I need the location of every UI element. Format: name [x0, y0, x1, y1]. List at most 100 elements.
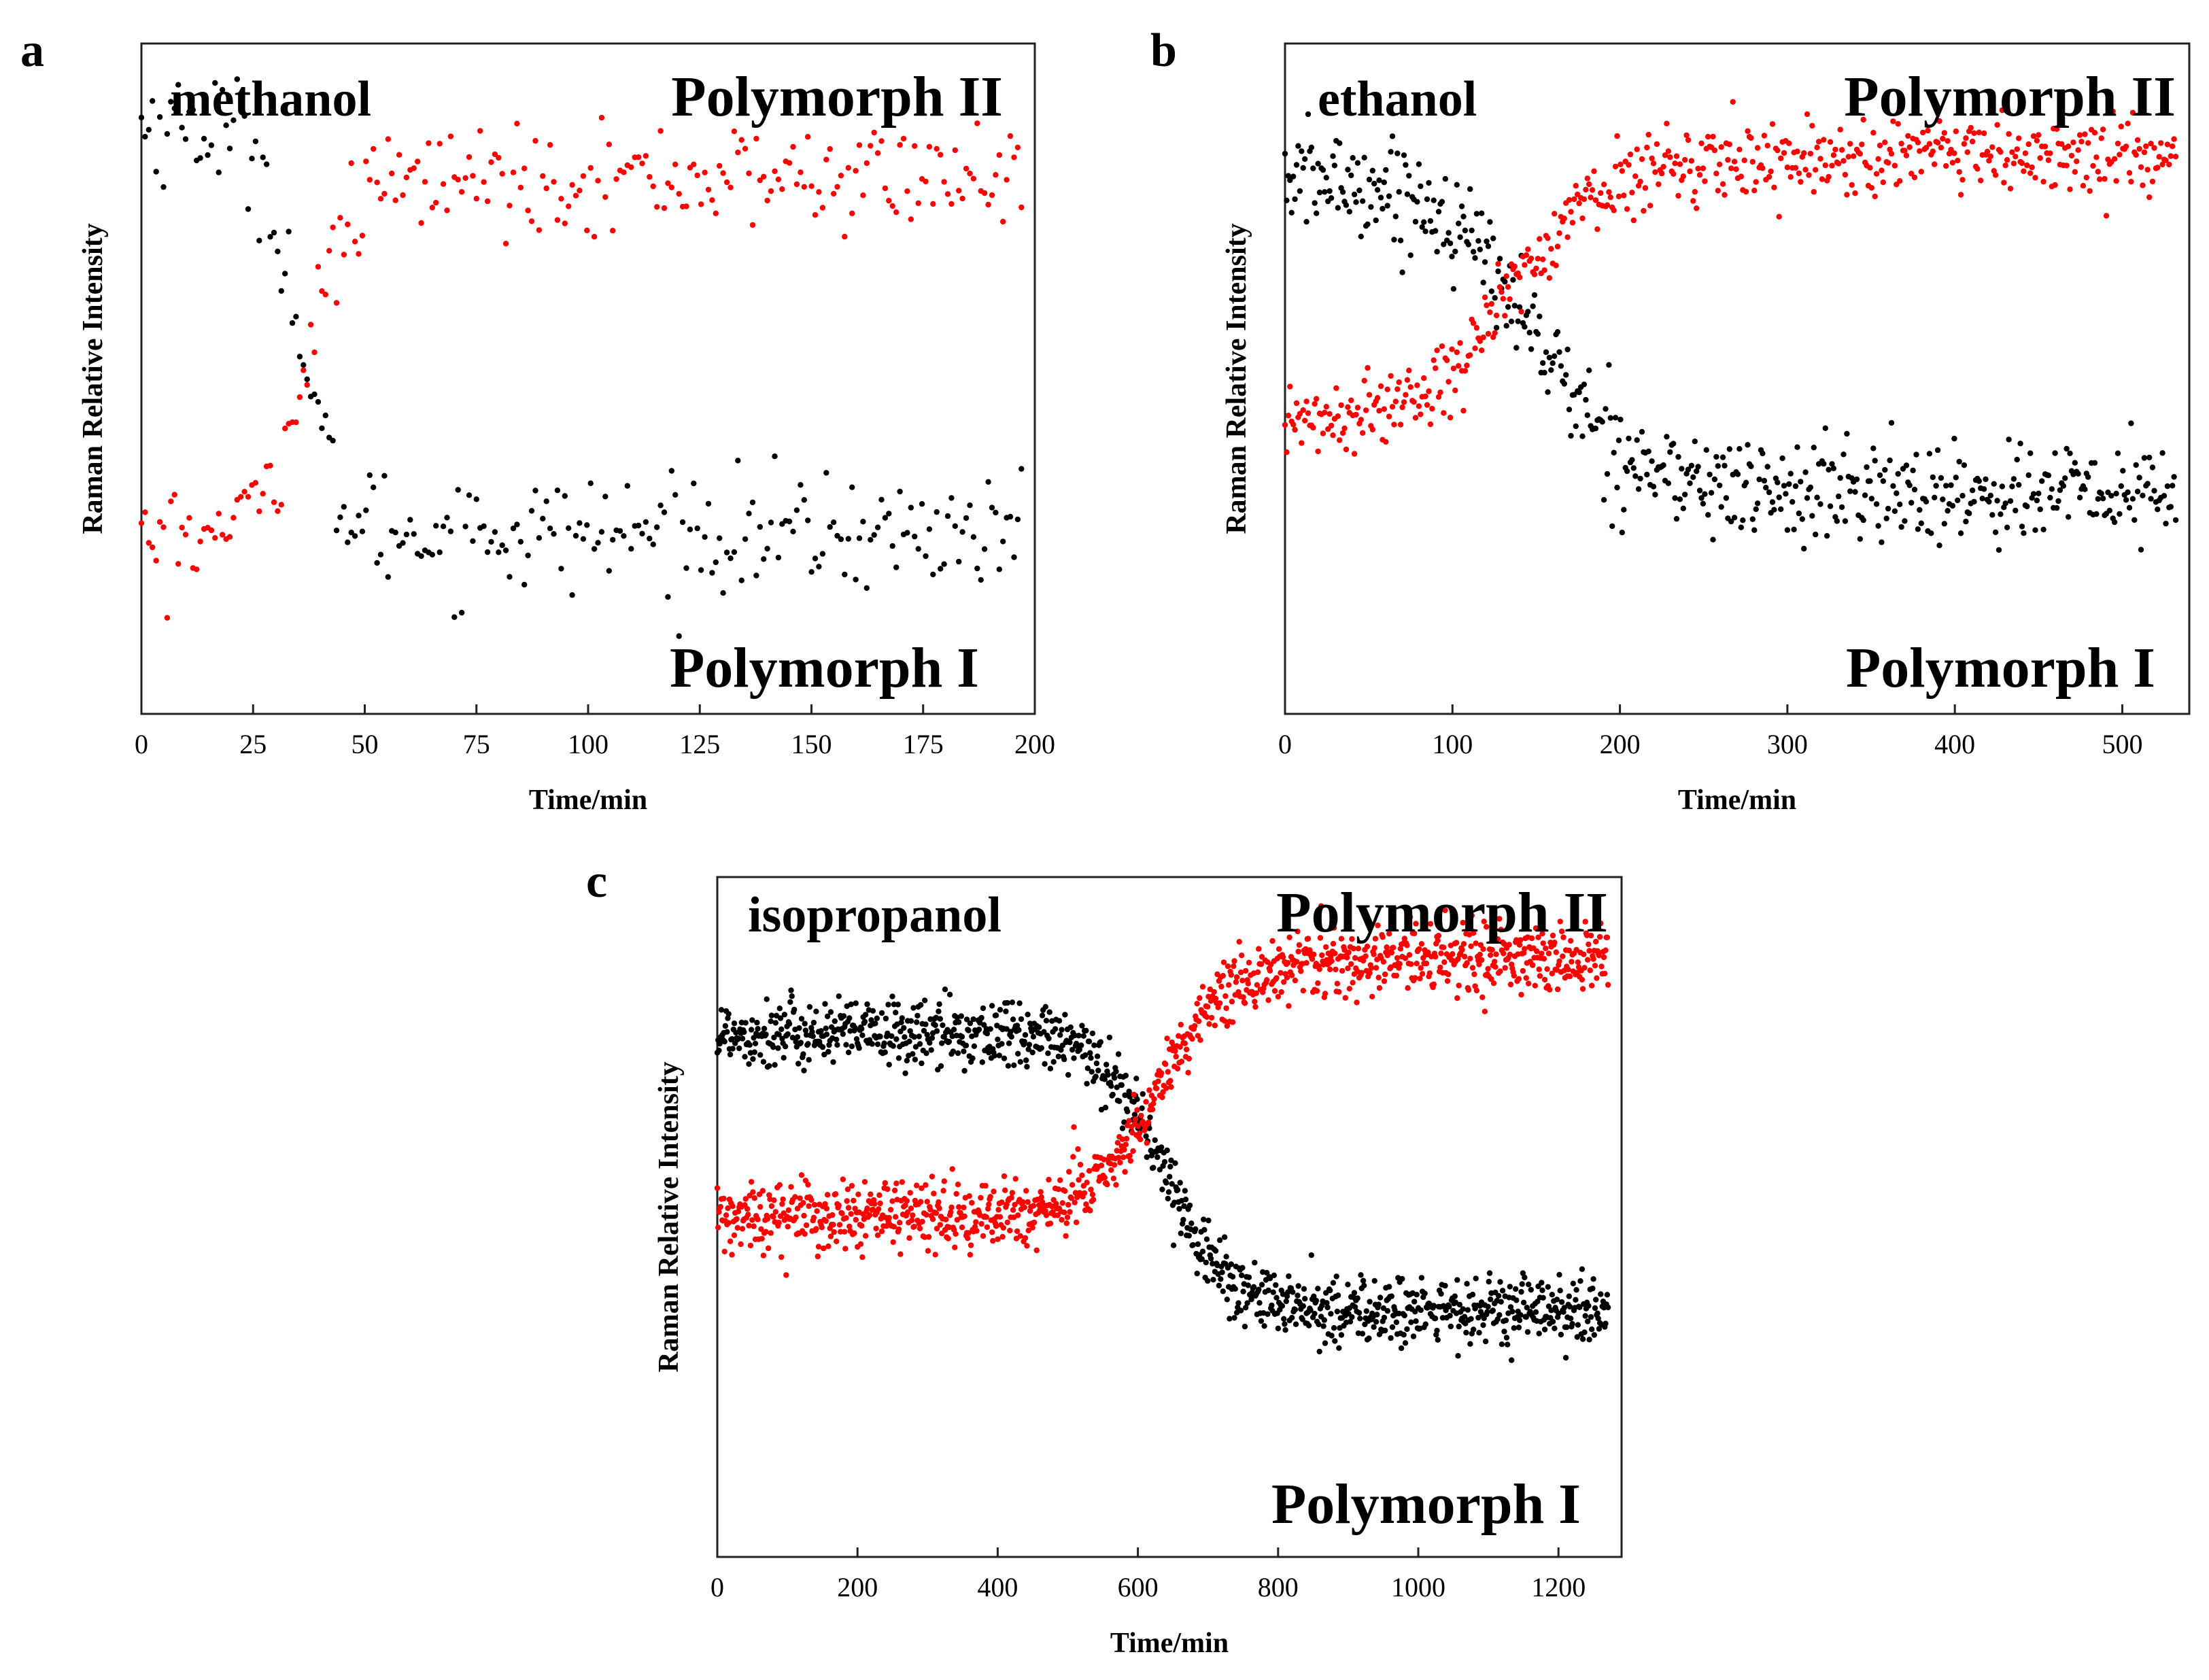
data-point: [1290, 422, 1297, 428]
data-point: [1414, 1292, 1420, 1298]
data-point: [2037, 155, 2043, 161]
data-point: [1094, 1053, 1101, 1059]
data-point: [1021, 1204, 1028, 1211]
data-point: [1457, 340, 1463, 346]
data-point: [1296, 942, 1303, 948]
data-point: [2111, 156, 2118, 162]
data-point: [1275, 1325, 1282, 1332]
data-point: [1314, 396, 1320, 402]
data-point: [1009, 1190, 1016, 1196]
data-point: [1303, 219, 1309, 225]
data-point: [1480, 335, 1486, 341]
data-point: [1282, 422, 1288, 428]
data-point: [1910, 467, 1916, 474]
data-point: [1152, 1137, 1158, 1144]
data-point: [2032, 527, 2038, 533]
data-point: [844, 1198, 850, 1204]
data-point: [1543, 945, 1549, 952]
data-point: [256, 508, 262, 515]
data-point: [1435, 933, 1442, 939]
data-point: [923, 1182, 929, 1188]
data-point: [543, 498, 549, 504]
data-point: [1098, 1163, 1105, 1169]
data-point: [785, 1031, 791, 1038]
data-point: [1614, 484, 1620, 491]
data-point: [1778, 155, 1784, 161]
data-point: [1917, 507, 1923, 513]
data-point: [1172, 1048, 1178, 1055]
data-point: [1798, 479, 1804, 485]
data-point: [665, 594, 671, 600]
data-point: [1360, 430, 1366, 436]
data-point: [1677, 161, 1683, 167]
data-point: [2083, 174, 2089, 181]
data-point: [1768, 168, 1774, 175]
data-point: [1384, 944, 1390, 950]
data-point: [1412, 415, 1419, 421]
data-point: [1581, 196, 1588, 203]
data-point: [870, 1008, 876, 1014]
data-point: [1552, 211, 1558, 217]
data-point: [1326, 188, 1333, 194]
data-point: [1573, 1287, 1579, 1293]
data-point: [936, 1199, 942, 1205]
data-point: [1418, 183, 1424, 190]
data-point: [1894, 490, 1900, 496]
data-point: [647, 174, 653, 180]
data-point: [1442, 1282, 1448, 1289]
data-point: [507, 203, 513, 209]
data-point: [1376, 408, 1382, 414]
data-point: [1016, 1000, 1023, 1006]
data-point: [2134, 488, 2141, 495]
data-point: [466, 492, 473, 498]
data-point: [908, 1205, 914, 1212]
data-point: [1055, 1186, 1062, 1193]
data-point: [1776, 213, 1782, 220]
data-point: [809, 1029, 815, 1035]
data-point: [1941, 130, 1947, 136]
data-point: [965, 1235, 971, 1241]
series-polymorph-ii: [138, 114, 1025, 621]
plot-frame: [716, 876, 1623, 1558]
data-point: [2076, 494, 2083, 500]
data-point: [2123, 497, 2129, 503]
data-point: [595, 177, 601, 184]
data-point: [1898, 524, 1904, 530]
data-point: [577, 188, 583, 194]
data-point: [2133, 462, 2139, 468]
data-point: [1591, 1332, 1597, 1338]
data-point: [1898, 141, 1904, 147]
data-point: [484, 198, 491, 205]
data-point: [980, 1005, 987, 1012]
data-point: [887, 1207, 894, 1213]
data-point: [1225, 963, 1231, 970]
data-point: [1088, 1055, 1094, 1061]
data-point: [2045, 473, 2052, 479]
data-point: [1486, 1278, 1492, 1285]
data-point: [1292, 977, 1299, 984]
data-point: [876, 1206, 882, 1212]
data-point: [1446, 1303, 1452, 1310]
data-point: [1694, 468, 1700, 475]
data-point: [639, 530, 645, 537]
data-point: [929, 1173, 936, 1180]
data-point: [307, 322, 314, 328]
data-point: [1802, 167, 1809, 173]
data-point: [1498, 927, 1504, 933]
data-point: [1802, 469, 1809, 475]
data-point: [1725, 156, 1731, 163]
data-point: [1565, 966, 1571, 973]
data-point: [963, 1016, 970, 1023]
data-point: [1163, 1061, 1169, 1067]
data-point: [1353, 199, 1359, 205]
data-point: [768, 1230, 774, 1236]
data-point: [1870, 130, 1877, 136]
data-point: [1926, 141, 1933, 147]
data-point: [1371, 1324, 1377, 1331]
data-point: [1860, 517, 1866, 524]
data-point: [1090, 1197, 1097, 1203]
data-point: [2148, 141, 2154, 147]
data-point: [1388, 373, 1394, 379]
data-point: [953, 1231, 959, 1237]
data-point: [1576, 200, 1582, 207]
